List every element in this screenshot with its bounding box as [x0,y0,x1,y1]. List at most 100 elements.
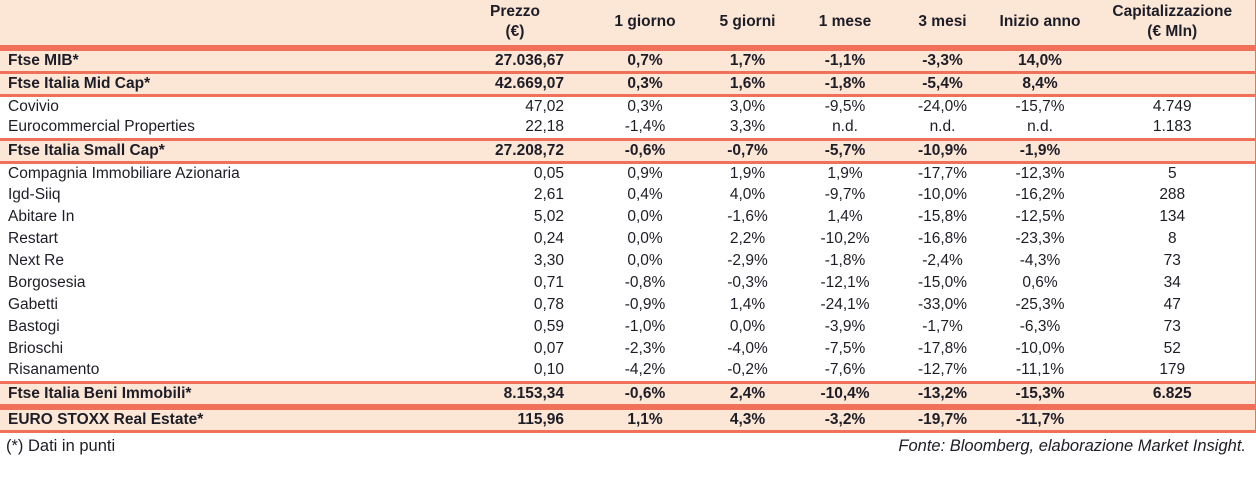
cell-m1: -12,1% [795,272,895,294]
cell-cap: 6.825 [1090,380,1256,407]
cell-m1: -1,1% [795,47,895,74]
cell-prezzo: 42.669,07 [440,70,590,97]
cell-ytd: 8,4% [990,70,1090,97]
cell-ytd: -6,3% [990,316,1090,338]
cell-m3: -24,0% [895,95,990,117]
cell-d1: 0,0% [590,228,700,250]
cell-prezzo: 0,10 [440,360,590,382]
cell-cap: 34 [1090,272,1256,294]
cell-d5: 2,2% [700,228,795,250]
cell-ytd: 14,0% [990,47,1090,74]
cell-d1: 0,9% [590,162,700,184]
cell-prezzo: 0,78 [440,294,590,316]
table-row: Ftse Italia Mid Cap* 42.669,07 0,3% 1,6% -1,… [0,70,1256,97]
col-header-inizio-anno: Inizio anno [990,0,1090,48]
header-row: Prezzo (€) 1 giorno 5 giorni 1 mese 3 me… [0,0,1256,48]
cell-prezzo: 0,07 [440,338,590,360]
table-row: Abitare In 5,02 0,0% -1,6% 1,4% -15,8% -12,5% 1… [0,206,1256,228]
market-table: Prezzo (€) 1 giorno 5 giorni 1 mese 3 me… [0,0,1256,433]
cell-prezzo: 27.208,72 [440,137,590,164]
cell-prezzo: 2,61 [440,184,590,206]
cell-d5: -4,0% [700,338,795,360]
cell-m3: -10,0% [895,184,990,206]
cell-name: Compagnia Immobiliare Azionaria [0,162,440,184]
col-header-5-giorni: 5 giorni [700,0,795,48]
cell-prezzo: 22,18 [440,117,590,139]
table-row: Next Re 3,30 0,0% -2,9% -1,8% -2,4% -4,3% 73 [0,250,1256,272]
cell-prezzo: 47,02 [440,95,590,117]
table-row: Covivio 47,02 0,3% 3,0% -9,5% -24,0% -15,7% 4.7… [0,95,1256,117]
cell-ytd: -25,3% [990,294,1090,316]
cell-m1: -7,5% [795,338,895,360]
cell-d1: 0,0% [590,250,700,272]
cell-m1: -1,8% [795,250,895,272]
cell-m1: -7,6% [795,360,895,382]
cell-d1: 0,3% [590,70,700,97]
table-row: Gabetti 0,78 -0,9% 1,4% -24,1% -33,0% -25,3% 47 [0,294,1256,316]
cell-prezzo: 3,30 [440,250,590,272]
source-attribution: Fonte: Bloomberg, elaborazione Market In… [898,436,1246,455]
cell-m1: 1,4% [795,206,895,228]
cell-d1: -0,6% [590,380,700,407]
cell-m1: -9,5% [795,95,895,117]
cell-d5: 4,3% [700,406,795,433]
cell-m3: -5,4% [895,70,990,97]
cell-d1: 0,7% [590,47,700,74]
cell-ytd: -10,0% [990,338,1090,360]
cell-d1: -0,8% [590,272,700,294]
cell-cap: 52 [1090,338,1256,360]
cell-m3: -19,7% [895,406,990,433]
cell-ytd: -1,9% [990,137,1090,164]
table-row: Borgosesia 0,71 -0,8% -0,3% -12,1% -15,0% 0,6%… [0,272,1256,294]
table-row: Ftse Italia Beni Immobili* 8.153,34 -0,6% 2… [0,380,1256,407]
cell-m3: -16,8% [895,228,990,250]
col-header-1-giorno: 1 giorno [590,0,700,48]
cell-d1: 0,4% [590,184,700,206]
cell-d1: -2,3% [590,338,700,360]
cell-ytd: -11,7% [990,406,1090,433]
table-row: Compagnia Immobiliare Azionaria 0,05 0,9% 1… [0,162,1256,184]
cell-cap: 73 [1090,250,1256,272]
cell-d5: 4,0% [700,184,795,206]
cell-d5: -1,6% [700,206,795,228]
table-footer: (*) Dati in punti Fonte: Bloomberg, elab… [0,433,1256,456]
cell-m3: -12,7% [895,360,990,382]
cell-prezzo: 8.153,34 [440,380,590,407]
cell-ytd: -11,1% [990,360,1090,382]
cell-name: Ftse Italia Mid Cap* [0,70,440,97]
footnote-dati-in-punti: (*) Dati in punti [6,436,116,455]
cell-cap: 73 [1090,316,1256,338]
cell-cap: 134 [1090,206,1256,228]
cell-m3: -3,3% [895,47,990,74]
cell-name: Bastogi [0,316,440,338]
cell-name: Abitare In [0,206,440,228]
col-header-prezzo: Prezzo (€) [440,0,590,48]
table-row: Brioschi 0,07 -2,3% -4,0% -7,5% -17,8% -10,0% 5… [0,338,1256,360]
cell-d5: 1,9% [700,162,795,184]
table-row: Ftse MIB* 27.036,67 0,7% 1,7% -1,1% -3,3% 14,0… [0,47,1256,74]
cell-name: EURO STOXX Real Estate* [0,406,440,433]
cell-ytd: n.d. [990,117,1090,139]
cell-d1: -1,0% [590,316,700,338]
cell-m1: -24,1% [795,294,895,316]
cell-d1: 0,0% [590,206,700,228]
cell-d5: 1,6% [700,70,795,97]
cell-m3: -15,0% [895,272,990,294]
cell-ytd: -15,3% [990,380,1090,407]
cell-ytd: -12,3% [990,162,1090,184]
cell-d5: -0,7% [700,137,795,164]
cell-cap: 8 [1090,228,1256,250]
cell-prezzo: 0,71 [440,272,590,294]
cell-m3: -17,8% [895,338,990,360]
cell-d1: -4,2% [590,360,700,382]
table-row: EURO STOXX Real Estate* 115,96 1,1% 4,3% -3,… [0,406,1256,433]
cell-d5: 1,7% [700,47,795,74]
cell-name: Borgosesia [0,272,440,294]
cell-d5: 3,3% [700,117,795,139]
cell-ytd: -4,3% [990,250,1090,272]
cell-prezzo: 0,24 [440,228,590,250]
cell-m1: -3,9% [795,316,895,338]
cell-d5: 1,4% [700,294,795,316]
cell-ytd: -15,7% [990,95,1090,117]
cell-cap [1090,137,1256,164]
